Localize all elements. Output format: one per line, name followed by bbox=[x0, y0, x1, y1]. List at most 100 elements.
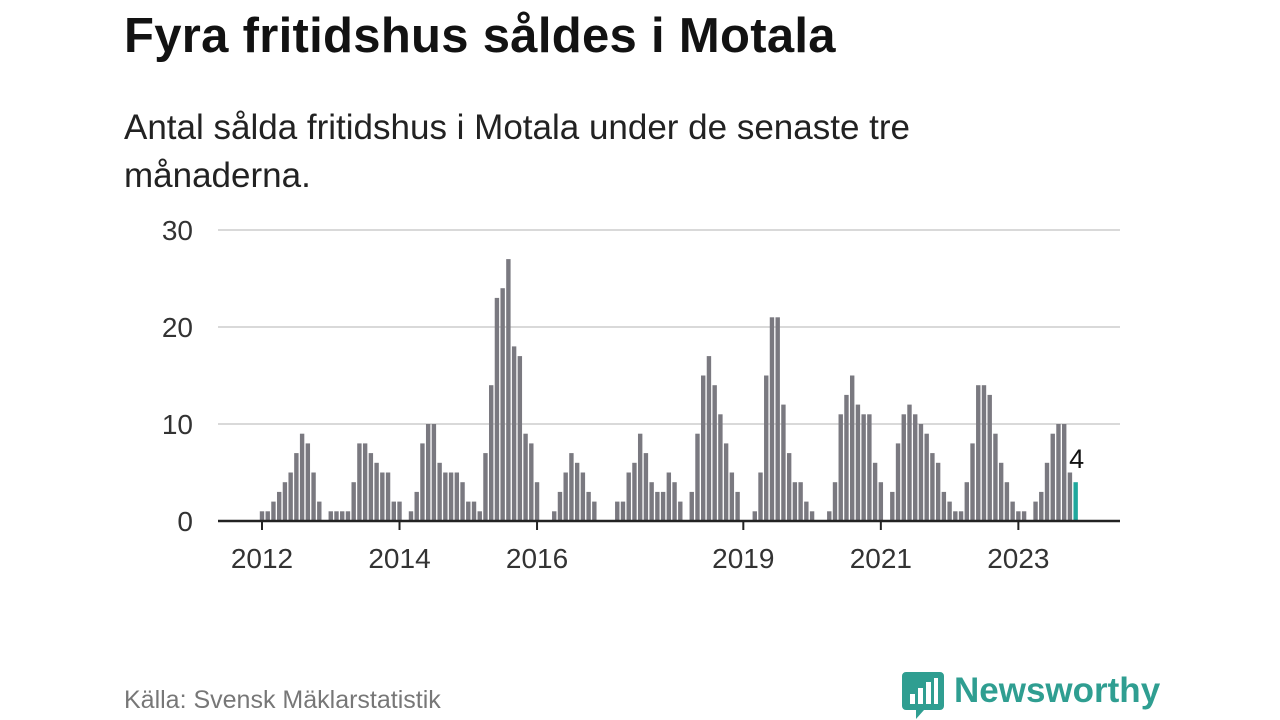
bar bbox=[385, 472, 391, 521]
bar bbox=[913, 414, 918, 521]
bar bbox=[276, 491, 282, 521]
bar bbox=[1050, 433, 1055, 521]
bar bbox=[878, 482, 884, 521]
bar bbox=[786, 453, 792, 521]
bar bbox=[557, 491, 563, 521]
bar bbox=[529, 443, 534, 521]
bar bbox=[615, 501, 620, 521]
highlight-value-label: 4 bbox=[1069, 444, 1084, 474]
bar bbox=[437, 462, 442, 521]
y-tick-label: 20 bbox=[162, 312, 193, 343]
x-tick-label: 2021 bbox=[850, 543, 912, 574]
bar bbox=[443, 472, 448, 521]
bar bbox=[362, 443, 368, 521]
bar bbox=[1039, 491, 1044, 521]
bar bbox=[706, 356, 712, 521]
bar bbox=[345, 511, 351, 521]
bar bbox=[764, 375, 769, 521]
bar bbox=[1016, 511, 1021, 521]
bar bbox=[976, 385, 981, 521]
y-tick-label: 30 bbox=[162, 215, 193, 246]
bar bbox=[855, 404, 861, 521]
bar bbox=[637, 433, 643, 521]
bar bbox=[305, 443, 311, 521]
bar bbox=[941, 491, 947, 521]
x-tick-label: 2023 bbox=[987, 543, 1049, 574]
bar bbox=[511, 346, 517, 521]
bar bbox=[666, 472, 672, 521]
bar bbox=[391, 501, 396, 521]
bar-chart: 0 10 20 30 2012 2014 2016 2019 2021 2023 4 bbox=[162, 215, 1120, 574]
bar bbox=[689, 491, 694, 521]
bar bbox=[1067, 472, 1073, 521]
bar bbox=[494, 297, 500, 521]
bar bbox=[563, 472, 568, 521]
bar bbox=[334, 511, 339, 521]
bar bbox=[517, 356, 523, 521]
bar bbox=[265, 511, 270, 521]
y-tick-label: 0 bbox=[177, 506, 193, 537]
bar bbox=[827, 511, 832, 521]
bar bbox=[620, 501, 626, 521]
bar bbox=[849, 375, 855, 521]
bar bbox=[872, 462, 878, 521]
bar bbox=[798, 482, 803, 521]
bar bbox=[792, 482, 798, 521]
bar bbox=[592, 501, 597, 521]
gridlines bbox=[218, 229, 1120, 425]
bar bbox=[695, 433, 700, 521]
bar bbox=[964, 482, 969, 521]
bar bbox=[454, 472, 460, 521]
x-tick-label: 2012 bbox=[231, 543, 293, 574]
bar bbox=[752, 511, 757, 521]
bar bbox=[632, 462, 637, 521]
bar bbox=[712, 385, 717, 521]
bar bbox=[678, 501, 683, 521]
bar bbox=[758, 472, 763, 521]
bar bbox=[643, 453, 649, 521]
x-tick-label: 2016 bbox=[506, 543, 568, 574]
bar bbox=[861, 414, 866, 521]
source-note: Källa: Svensk Mäklarstatistik bbox=[124, 686, 441, 714]
bar bbox=[414, 491, 419, 521]
bar bbox=[718, 414, 723, 521]
bar bbox=[935, 462, 941, 521]
bar bbox=[723, 443, 729, 521]
bar bbox=[500, 288, 505, 521]
bar bbox=[425, 424, 431, 521]
bar bbox=[930, 453, 935, 521]
bar bbox=[460, 482, 465, 521]
brand-name: Newsworthy bbox=[954, 671, 1161, 710]
bar bbox=[838, 414, 843, 521]
tick-labels: 0 10 20 30 2012 2014 2016 2019 2021 2023 4 bbox=[162, 215, 1087, 574]
bar bbox=[397, 501, 402, 521]
bar bbox=[506, 259, 511, 521]
bar bbox=[477, 511, 482, 521]
bar bbox=[867, 414, 872, 521]
bar bbox=[340, 511, 345, 521]
bar bbox=[895, 443, 901, 521]
bar bbox=[1021, 511, 1027, 521]
bar bbox=[890, 491, 895, 521]
bar bbox=[1062, 424, 1067, 521]
y-tick-label: 10 bbox=[162, 409, 193, 440]
bar bbox=[552, 511, 557, 521]
bar bbox=[809, 511, 815, 521]
bar bbox=[483, 453, 488, 521]
bar bbox=[1056, 424, 1061, 521]
bar bbox=[1010, 501, 1015, 521]
bar bbox=[466, 501, 471, 521]
x-axis bbox=[218, 519, 1120, 530]
bar bbox=[781, 404, 786, 521]
bar bbox=[701, 375, 706, 521]
bar bbox=[259, 511, 265, 521]
bar bbox=[981, 385, 987, 521]
bar bbox=[282, 482, 288, 521]
bar bbox=[374, 462, 379, 521]
bar bbox=[660, 491, 666, 521]
bar bbox=[328, 511, 333, 521]
bar bbox=[769, 317, 775, 521]
bar bbox=[580, 472, 586, 521]
bar bbox=[489, 385, 494, 521]
bars bbox=[259, 259, 1078, 521]
